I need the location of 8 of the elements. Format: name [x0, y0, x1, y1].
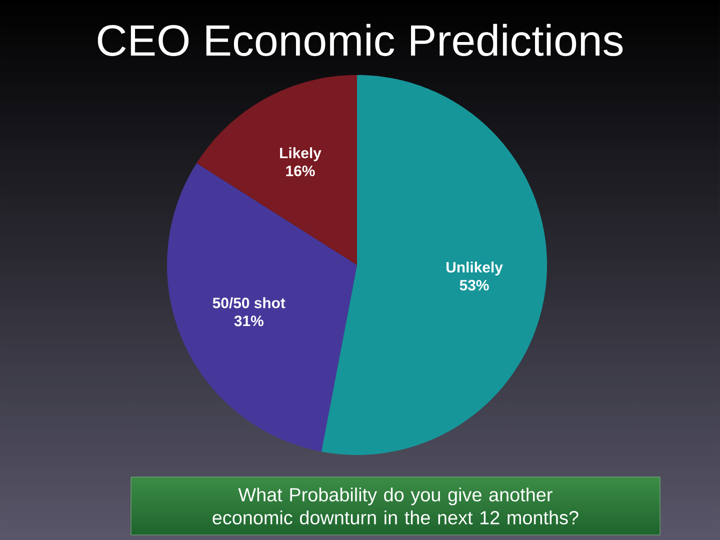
chart-title: CEO Economic Predictions [98, 24, 623, 56]
slice-label: Likely [280, 147, 322, 162]
data-label: 31% [234, 316, 264, 326]
slice-label: Unlikely [446, 262, 503, 276]
slice-label: 50/50 shot [212, 297, 286, 308]
data-label: 53% [460, 280, 489, 291]
data-label: 16% [286, 166, 315, 176]
text: What Probability do you give another economic downturn in the next 12 months? [212, 488, 578, 524]
